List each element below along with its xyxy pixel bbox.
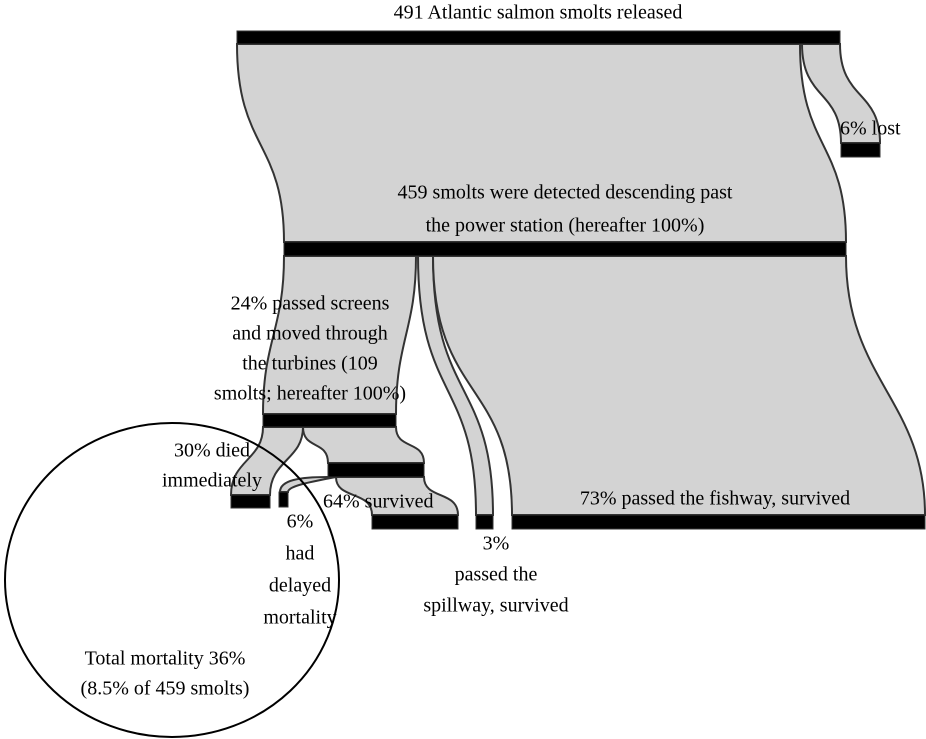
node-label: Total mortality 36% (85, 648, 246, 670)
node-turbine-survivors (327, 462, 425, 478)
node-label: 73% passed the fishway, survived (580, 488, 850, 510)
flows (229, 43, 926, 516)
node-died (230, 494, 271, 509)
node-label: 491 Atlantic salmon smolts released (394, 2, 683, 24)
node-label: 6% lost (840, 118, 901, 140)
node-label: the turbines (109 (242, 353, 378, 375)
node-label: 64% survived (323, 491, 434, 513)
node-label: the power station (hereafter 100%) (426, 215, 705, 237)
node-turbines (262, 413, 397, 428)
node-fishway (511, 514, 926, 530)
labels: 491 Atlantic salmon smolts released 6% lo… (81, 2, 901, 700)
node-label: 24% passed screens (231, 293, 390, 315)
flow-detected (235, 43, 848, 243)
node-label: 30% died (174, 440, 250, 462)
node-label: and moved through (232, 323, 388, 345)
node-label: 3% (483, 533, 510, 555)
node-label: mortality (263, 607, 336, 629)
node-survived (371, 514, 459, 530)
node-detected (283, 241, 847, 257)
nodes (230, 30, 926, 530)
node-released (236, 30, 841, 45)
flow-fishway (431, 255, 926, 516)
node-label: delayed (269, 575, 331, 597)
node-label: (8.5% of 459 smolts) (81, 678, 250, 700)
node-label: 6% (287, 511, 314, 533)
mortality-circle (4, 422, 340, 738)
node-label: spillway, survived (423, 595, 568, 617)
node-lost (840, 142, 881, 158)
node-label: smolts; hereafter 100%) (214, 383, 406, 405)
node-label: passed the (455, 564, 538, 586)
flow-turbine-survivors (301, 426, 426, 464)
node-label: immediately (162, 470, 262, 492)
node-delayed (278, 491, 289, 508)
node-spillway (475, 514, 494, 530)
node-label: had (286, 543, 315, 565)
node-label: 459 smolts were detected descending past (398, 182, 733, 204)
